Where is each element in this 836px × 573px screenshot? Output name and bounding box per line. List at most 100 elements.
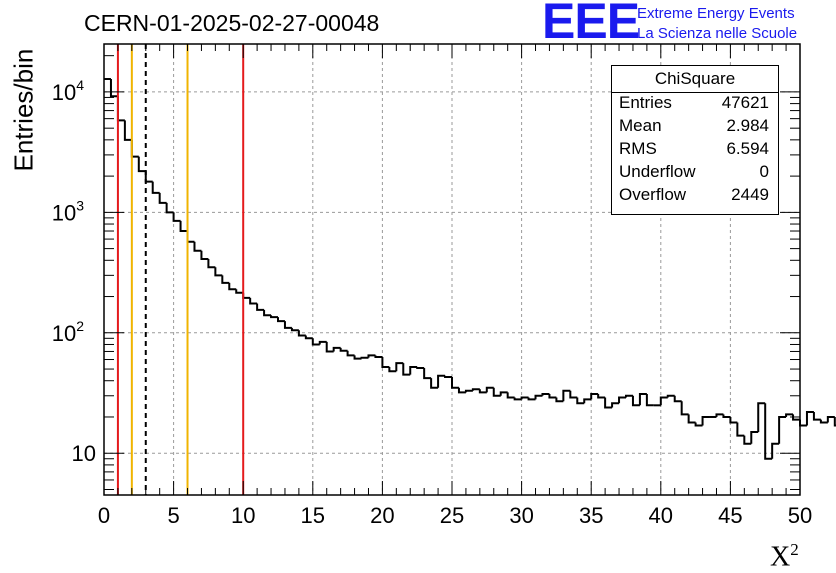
histogram-bin xyxy=(290,327,299,332)
histogram-bin xyxy=(256,303,265,311)
histogram-bin xyxy=(722,414,731,418)
histogram-bin xyxy=(527,397,536,401)
stats-row-entries: Entries 47621 xyxy=(619,93,769,115)
histogram-bin xyxy=(736,422,745,437)
histogram-bin xyxy=(819,419,828,424)
histogram-bin xyxy=(729,416,738,424)
y-tick-label: 102 xyxy=(52,318,84,346)
stats-key: Entries xyxy=(619,93,672,112)
histogram-bin xyxy=(625,394,633,398)
histogram-bin xyxy=(221,275,230,284)
histogram-bin xyxy=(228,282,237,291)
histogram-bin xyxy=(673,395,682,403)
histogram-bin xyxy=(792,414,800,421)
histogram-bin xyxy=(346,350,355,357)
histogram-bin xyxy=(638,393,647,406)
histogram-bin xyxy=(165,202,174,214)
histogram-bin xyxy=(137,156,146,173)
eee-logo: EEE xyxy=(542,0,640,49)
histogram-bin xyxy=(360,356,369,359)
histogram-bin xyxy=(416,367,425,370)
stats-row-rms: RMS 6.594 xyxy=(619,139,769,161)
histogram-bin xyxy=(409,366,418,375)
logo-tagline-2: La Scienza nelle Scuole xyxy=(637,25,798,42)
histogram-bin xyxy=(311,338,320,346)
histogram-bin xyxy=(743,435,752,445)
x-tick-label: 0 xyxy=(98,503,110,528)
x-tick-label: 45 xyxy=(718,503,742,528)
histogram-bin xyxy=(332,346,341,352)
histogram-bin xyxy=(555,397,564,403)
histogram-bin xyxy=(297,330,306,337)
histogram-bin xyxy=(395,362,404,372)
histogram-bin xyxy=(513,397,522,401)
histogram-bin xyxy=(172,212,181,222)
histogram-bin xyxy=(464,389,473,393)
histogram-bin xyxy=(235,289,244,294)
x-axis-label-exponent: 2 xyxy=(790,540,799,559)
histogram-bin xyxy=(353,355,362,360)
stats-box: ChiSquare Entries 47621 Mean 2.984 RMS 6… xyxy=(611,65,779,215)
histogram-bin xyxy=(715,413,724,417)
histogram-bin xyxy=(541,393,550,396)
histogram-bin xyxy=(604,397,613,409)
stats-key: Underflow xyxy=(619,162,696,181)
histogram-bin xyxy=(179,220,188,233)
grid-lines xyxy=(104,44,800,495)
histogram-bin xyxy=(478,389,487,394)
histogram-bin xyxy=(116,96,125,122)
histogram-bin xyxy=(645,394,654,407)
histogram-bin xyxy=(144,171,153,183)
y-axis-label: Entries/bin xyxy=(8,48,39,172)
histogram-bin xyxy=(618,396,626,404)
histogram-bin xyxy=(548,394,557,399)
y-tick-label: 103 xyxy=(52,197,84,225)
histogram-bin xyxy=(833,416,836,427)
histogram-bin xyxy=(451,376,459,389)
x-tick-label: 40 xyxy=(649,503,673,528)
y-tick-label: 104 xyxy=(52,77,84,105)
histogram-bin xyxy=(499,391,508,396)
histogram-bin xyxy=(123,120,132,141)
stats-row-underflow: Underflow 0 xyxy=(619,162,769,184)
histogram-bin xyxy=(492,387,501,397)
x-tick-label: 20 xyxy=(370,503,394,528)
histogram-bin xyxy=(799,419,807,427)
axes xyxy=(103,43,801,496)
histogram-bin xyxy=(826,415,835,423)
x-tick-label: 30 xyxy=(509,503,533,528)
stats-row-mean: Mean 2.984 xyxy=(619,116,769,138)
histogram-bin xyxy=(750,431,759,444)
histogram-bin xyxy=(270,315,278,319)
x-tick-label: 25 xyxy=(440,503,464,528)
histogram-bin xyxy=(611,402,620,408)
x-tick-labels: 0 5 10 15 20 25 30 35 40 45 50 xyxy=(98,503,812,528)
histogram-bin xyxy=(325,341,334,353)
histogram-bin xyxy=(444,375,452,378)
histogram-bin xyxy=(666,394,675,398)
histogram-bin xyxy=(680,401,689,416)
x-axis-label-base: X xyxy=(770,541,791,573)
histogram-bin xyxy=(534,394,543,400)
histogram-bin xyxy=(805,410,814,426)
histogram-bin xyxy=(562,389,571,402)
stats-row-overflow: Overflow 2449 xyxy=(619,185,769,207)
stats-value: 2449 xyxy=(731,185,769,204)
histogram-bin xyxy=(771,442,780,459)
stats-key: RMS xyxy=(619,139,657,158)
x-tick-label: 15 xyxy=(301,503,325,528)
histogram-bin xyxy=(193,241,202,252)
histogram-bin xyxy=(457,387,466,394)
histogram-bin xyxy=(151,181,160,194)
histogram-bin xyxy=(158,192,167,204)
stats-value: 6.594 xyxy=(726,139,769,158)
histogram-bin xyxy=(778,415,787,444)
histogram-bin xyxy=(381,356,390,369)
histogram-bin xyxy=(590,393,599,400)
histogram-bin xyxy=(109,79,118,98)
histogram-bin xyxy=(430,378,439,389)
histogram-bin xyxy=(304,335,313,340)
histogram-bin xyxy=(249,297,258,305)
histogram-bin xyxy=(339,347,348,352)
